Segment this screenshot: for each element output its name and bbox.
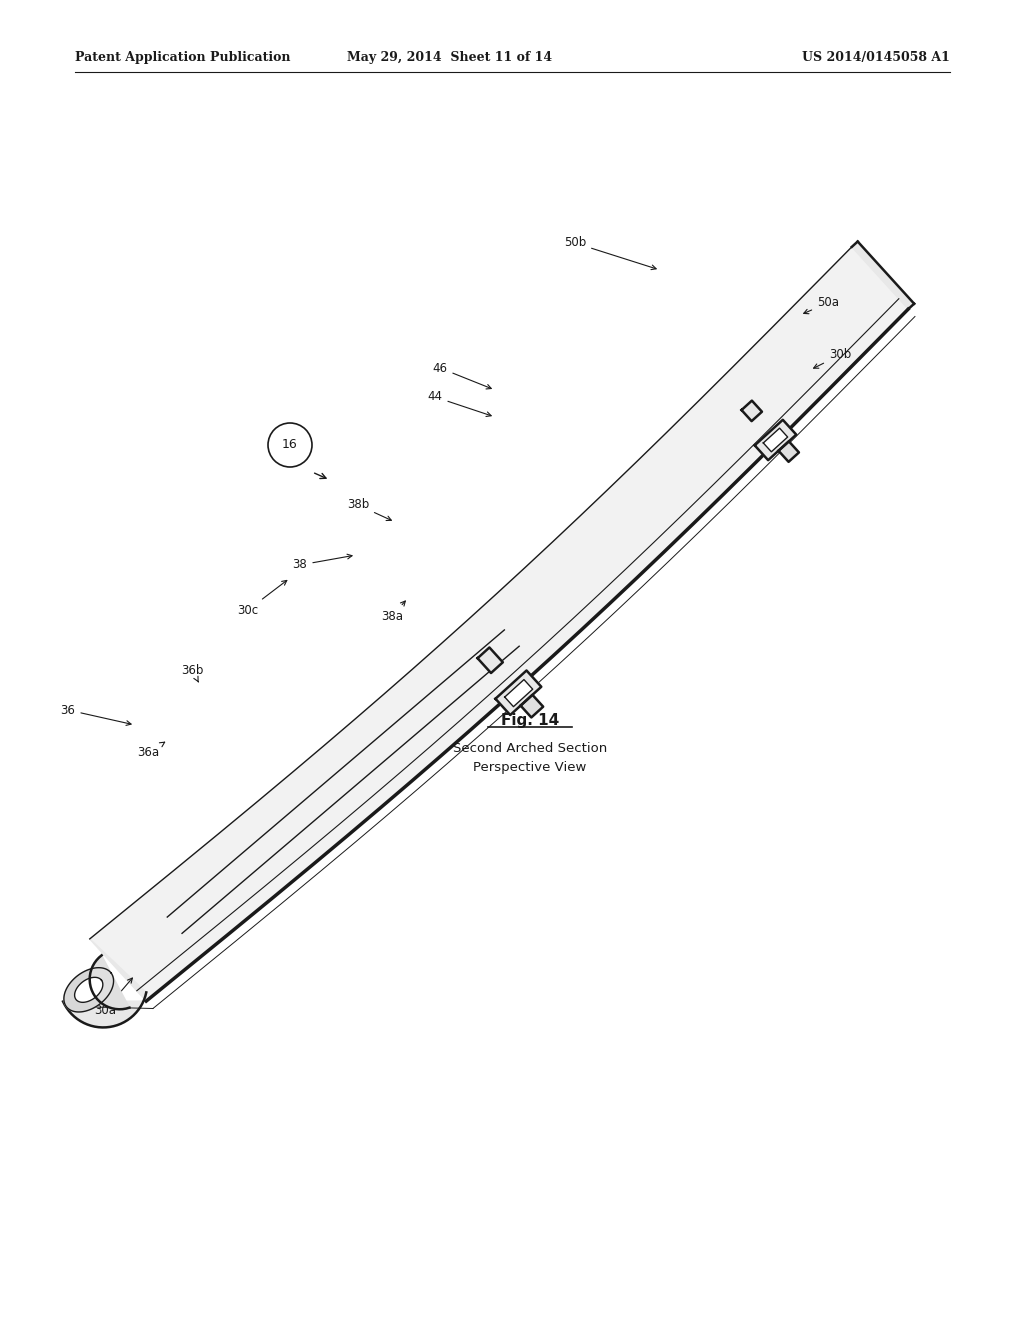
Text: May 29, 2014  Sheet 11 of 14: May 29, 2014 Sheet 11 of 14 <box>347 51 553 65</box>
Polygon shape <box>763 428 787 451</box>
Polygon shape <box>90 247 908 1001</box>
Text: 44: 44 <box>427 391 492 417</box>
Polygon shape <box>520 694 543 718</box>
Text: 30c: 30c <box>238 581 287 616</box>
Text: 36: 36 <box>60 704 131 726</box>
Text: Patent Application Publication: Patent Application Publication <box>75 51 291 65</box>
Text: 16: 16 <box>283 438 298 451</box>
Polygon shape <box>505 680 532 706</box>
Polygon shape <box>75 977 102 1002</box>
Text: 38b: 38b <box>347 499 391 520</box>
Text: US 2014/0145058 A1: US 2014/0145058 A1 <box>802 51 950 65</box>
Text: Perspective View: Perspective View <box>473 762 587 775</box>
Polygon shape <box>852 242 914 309</box>
Text: 38a: 38a <box>381 601 406 623</box>
Text: 50b: 50b <box>564 236 656 269</box>
Text: 38: 38 <box>293 554 352 572</box>
Text: Second Arched Section: Second Arched Section <box>453 742 607 755</box>
Polygon shape <box>496 671 542 715</box>
Text: 36a: 36a <box>137 742 165 759</box>
Polygon shape <box>755 420 797 461</box>
Polygon shape <box>741 401 762 421</box>
Text: Fig. 14: Fig. 14 <box>501 713 559 727</box>
Text: 36b: 36b <box>181 664 203 682</box>
Polygon shape <box>477 648 503 673</box>
Text: 50a: 50a <box>804 297 839 314</box>
Polygon shape <box>63 968 114 1012</box>
Circle shape <box>268 422 312 467</box>
Text: 30b: 30b <box>814 348 851 368</box>
Text: 46: 46 <box>432 362 492 389</box>
Polygon shape <box>63 939 146 1027</box>
Polygon shape <box>90 956 129 1010</box>
Polygon shape <box>778 441 799 462</box>
Text: 30a: 30a <box>94 978 132 1016</box>
